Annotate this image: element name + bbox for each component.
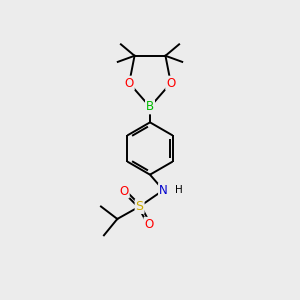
Text: N: N [159, 184, 168, 196]
Text: H: H [175, 184, 182, 194]
Text: O: O [145, 218, 154, 231]
Text: O: O [166, 76, 176, 90]
Text: O: O [124, 76, 134, 90]
Text: O: O [119, 184, 129, 197]
Text: B: B [146, 100, 154, 113]
Text: S: S [136, 200, 144, 213]
